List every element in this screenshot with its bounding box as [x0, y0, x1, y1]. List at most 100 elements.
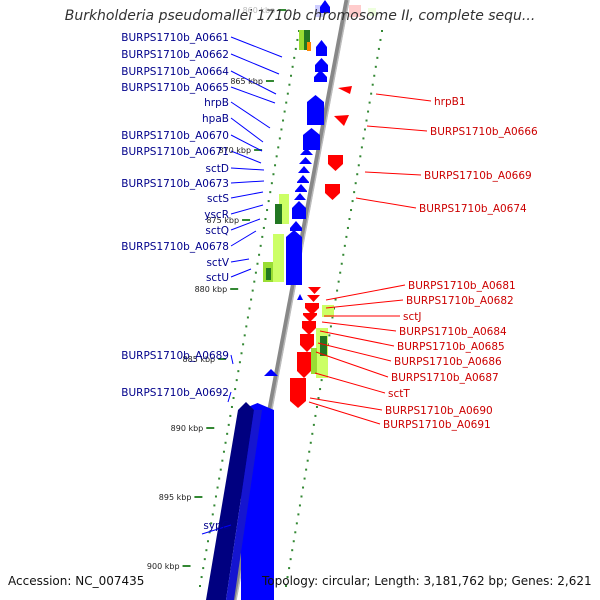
forward-gene-label[interactable]: hrpB	[204, 97, 229, 109]
forward-gene-edge[interactable]	[226, 410, 262, 600]
tick-dot-left	[219, 468, 222, 471]
tick-dot-right	[362, 137, 365, 140]
feature-block	[273, 234, 284, 282]
reverse-gene[interactable]	[325, 184, 340, 200]
accession-text: Accession: NC_007435	[8, 574, 145, 588]
forward-gene[interactable]	[295, 184, 307, 192]
tick-dot-right	[377, 47, 380, 50]
kbp-tick-label: 885 kbp	[183, 355, 216, 364]
tick-dot-left	[264, 217, 267, 220]
kbp-tick-label: 900 kbp	[147, 562, 180, 571]
forward-gene[interactable]	[307, 95, 324, 125]
reverse-gene-label[interactable]: BURPS1710b_A0669	[424, 170, 532, 182]
forward-gene[interactable]	[300, 148, 313, 155]
tick-dot-right	[294, 531, 297, 534]
forward-gene-label[interactable]: sctU	[206, 272, 229, 284]
reverse-gene-label[interactable]: BURPS1710b_A0685	[397, 341, 505, 353]
reverse-gene[interactable]	[297, 352, 311, 378]
tick-dot-right	[373, 74, 376, 77]
forward-gene-label[interactable]: BURPS1710b_A0673	[121, 178, 229, 190]
reverse-gene[interactable]	[302, 321, 316, 335]
forward-gene-label[interactable]: BURPS1710b_A0689	[121, 350, 229, 362]
reverse-gene-label[interactable]: BURPS1710b_A0682	[406, 295, 514, 307]
reverse-gene-label[interactable]: hrpB1	[434, 96, 466, 108]
reverse-gene-label[interactable]: BURPS1710b_A0684	[399, 326, 507, 338]
feature-block	[279, 194, 289, 224]
tick-dot-right	[346, 226, 349, 229]
reverse-gene-label[interactable]: BURPS1710b_A0666	[430, 126, 538, 138]
kbp-tick-label: 875 kbp	[206, 216, 239, 225]
reverse-gene[interactable]	[290, 378, 306, 408]
tick-dot-right	[315, 405, 318, 408]
reverse-gene-label[interactable]: BURPS1710b_A0686	[394, 356, 502, 368]
tick-dot-right	[298, 504, 301, 507]
tick-dot-right	[309, 441, 312, 444]
forward-gene-label[interactable]: BURPS1710b_A0692	[121, 387, 229, 399]
reverse-gene[interactable]	[307, 295, 320, 302]
forward-gene[interactable]	[315, 58, 328, 72]
forward-gene-label[interactable]: BURPS1710b_A0671	[121, 146, 229, 158]
forward-gene[interactable]	[303, 128, 320, 150]
tick-dot-left	[259, 244, 262, 247]
feature-block-orange	[307, 42, 311, 51]
forward-gene-label[interactable]: BURPS1710b_A0665	[121, 82, 229, 94]
tick-dot-left	[230, 405, 233, 408]
forward-gene-dark[interactable]	[206, 402, 254, 600]
forward-gene-label[interactable]: BURPS1710b_A0678	[121, 241, 229, 253]
forward-gene[interactable]	[299, 157, 312, 164]
reverse-gene[interactable]	[328, 155, 343, 171]
forward-gene-label[interactable]: sctD	[206, 163, 229, 175]
forward-gene-label[interactable]: sctQ	[205, 225, 229, 237]
forward-leader-line	[230, 204, 264, 215]
forward-gene-label[interactable]: hpaB	[202, 113, 229, 125]
forward-gene[interactable]	[314, 70, 327, 82]
forward-gene-label[interactable]: sypC	[203, 520, 229, 532]
topology-text: Topology: circular; Length: 3,181,762 bp…	[262, 574, 592, 588]
forward-gene[interactable]	[286, 230, 302, 285]
tick-dot-right	[311, 432, 314, 435]
forward-gene[interactable]	[320, 0, 330, 13]
reverse-gene[interactable]	[305, 303, 319, 315]
forward-gene[interactable]	[294, 193, 306, 200]
reverse-leader-line	[355, 197, 417, 209]
reverse-gene[interactable]	[303, 313, 317, 322]
tick-dot-right	[354, 182, 357, 185]
reverse-gene[interactable]	[334, 115, 349, 126]
reverse-gene-label[interactable]: BURPS1710b_A0681	[408, 280, 516, 292]
forward-gene-label[interactable]: sctV	[206, 257, 229, 269]
forward-gene-label[interactable]: yscR	[204, 209, 229, 221]
tick-dot-right	[343, 244, 346, 247]
tick-dot-left	[243, 334, 246, 337]
forward-gene-label[interactable]: sctS	[207, 193, 229, 205]
tick-dot-right	[371, 83, 374, 86]
reverse-gene[interactable]	[308, 287, 321, 294]
reverse-gene-label[interactable]: sctT	[388, 388, 410, 400]
forward-gene-small[interactable]	[297, 294, 303, 300]
forward-gene[interactable]	[290, 221, 302, 231]
reverse-gene-label[interactable]: BURPS1710b_A0690	[385, 405, 493, 417]
tick-dot-left	[240, 352, 243, 355]
forward-gene-label[interactable]: BURPS1710b_A0662	[121, 49, 229, 61]
forward-gene-label[interactable]: BURPS1710b_A0664	[121, 66, 229, 78]
forward-gene-label[interactable]: BURPS1710b_A0670	[121, 130, 229, 142]
reverse-gene-label[interactable]: BURPS1710b_A0687	[391, 372, 499, 384]
reverse-gene-label[interactable]: sctJ	[403, 311, 421, 323]
reverse-gene[interactable]	[300, 334, 314, 352]
reverse-leader-line	[375, 93, 432, 102]
reverse-gene[interactable]	[338, 86, 352, 94]
reverse-gene-label[interactable]: BURPS1710b_A0674	[419, 203, 527, 215]
forward-gene[interactable]	[292, 201, 306, 219]
forward-gene[interactable]	[264, 369, 278, 376]
reverse-gene-label[interactable]: BURPS1710b_A0691	[383, 419, 491, 431]
tick-dot-right	[353, 191, 356, 194]
forward-gene-label[interactable]: BURPS1710b_A0661	[121, 32, 229, 44]
tick-dot-right	[367, 110, 370, 113]
tick-dot-right	[368, 101, 371, 104]
forward-gene[interactable]	[297, 175, 309, 183]
forward-gene[interactable]	[298, 166, 310, 173]
forward-gene[interactable]	[316, 40, 327, 56]
forward-leader-line	[230, 36, 283, 58]
tick-dot-left	[262, 226, 265, 229]
tick-dot-right	[359, 155, 362, 158]
